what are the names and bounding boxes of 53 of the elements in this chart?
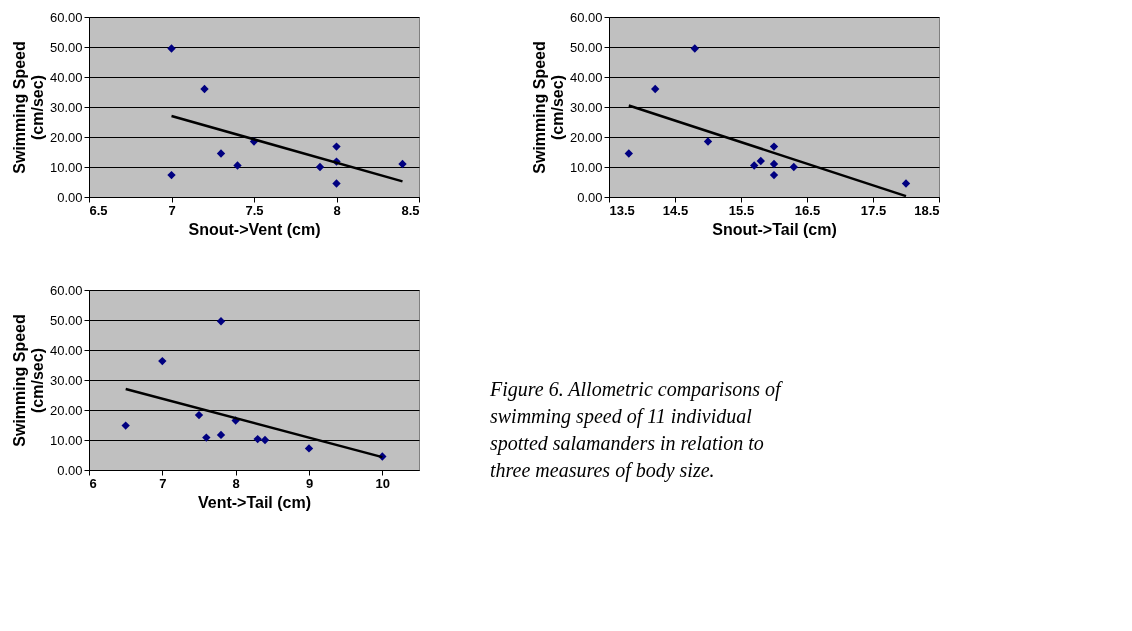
x-tick-label: 8 (232, 475, 240, 491)
y-tick-label: 30.00 (49, 372, 83, 388)
x-tick-label: 17.5 (860, 202, 887, 218)
point (216, 317, 226, 326)
x-axis-title: Vent->Tail (cm) (197, 493, 312, 511)
y-tick-label: 30.00 (49, 99, 83, 115)
x-tick-label: 13.5 (609, 202, 635, 218)
x-tick-label: 8 (333, 202, 341, 218)
y-tick-label: 50.00 (569, 39, 603, 55)
x-tick-label: 14.5 (662, 202, 689, 218)
y-tick-label: 10.00 (49, 159, 83, 175)
y-tick-label: 20.00 (49, 129, 83, 145)
x-tick-label: 7 (168, 202, 176, 218)
y-tick-label: 0.00 (57, 189, 83, 205)
y-tick-label: 30.00 (569, 99, 603, 115)
x-tick-label: 10 (375, 475, 391, 491)
y-tick-label: 20.00 (569, 129, 603, 145)
x-tick-label: 7.5 (245, 202, 264, 218)
y-axis-title: Swimming Speed (cm/sec) (10, 314, 46, 447)
point (216, 430, 226, 440)
x-tick-label: 7 (159, 475, 167, 491)
x-tick-label: 6.5 (89, 202, 108, 218)
y-tick-label: 0.00 (57, 462, 83, 478)
point (202, 433, 211, 442)
y-tick-label: 60.00 (569, 9, 603, 25)
y-tick-label: 40.00 (49, 342, 83, 358)
x-tick-label: 16.5 (794, 202, 821, 218)
point (260, 435, 270, 445)
x-axis-title: Snout->Vent (cm) (188, 220, 321, 238)
x-tick-label: 18.5 (914, 202, 940, 218)
x-tick-label: 8.5 (401, 202, 420, 218)
x-tick-label: 9 (305, 475, 314, 491)
y-tick-label: 40.00 (49, 69, 83, 85)
y-tick-label: 60.00 (49, 9, 83, 25)
point (158, 356, 167, 366)
point (194, 410, 204, 420)
y-tick-label: 10.00 (49, 432, 83, 448)
y-axis-title: Swimming Speed (cm/sec) (10, 41, 46, 174)
point (304, 444, 314, 453)
y-tick-label: 20.00 (49, 402, 83, 418)
y-tick-label: 50.00 (49, 312, 83, 328)
y-tick-label: 50.00 (49, 39, 83, 55)
y-tick-label: 10.00 (569, 159, 603, 175)
point (121, 421, 130, 430)
y-tick-label: 0.00 (577, 189, 603, 205)
caption: Figure 6. Allometric comparisons of swimming speed of 11 individual spotted salamanders in relation to three measures of body size. (489, 378, 783, 482)
y-tick-label: 60.00 (49, 282, 83, 298)
x-tick-label: 15.5 (728, 202, 755, 218)
y-axis-title: Swimming Speed (cm/sec) (530, 41, 566, 174)
point (253, 434, 262, 444)
x-axis-title: Snout->Tail (cm) (712, 220, 837, 238)
y-tick-label: 40.00 (569, 69, 603, 85)
x-tick-label: 6 (89, 475, 97, 491)
